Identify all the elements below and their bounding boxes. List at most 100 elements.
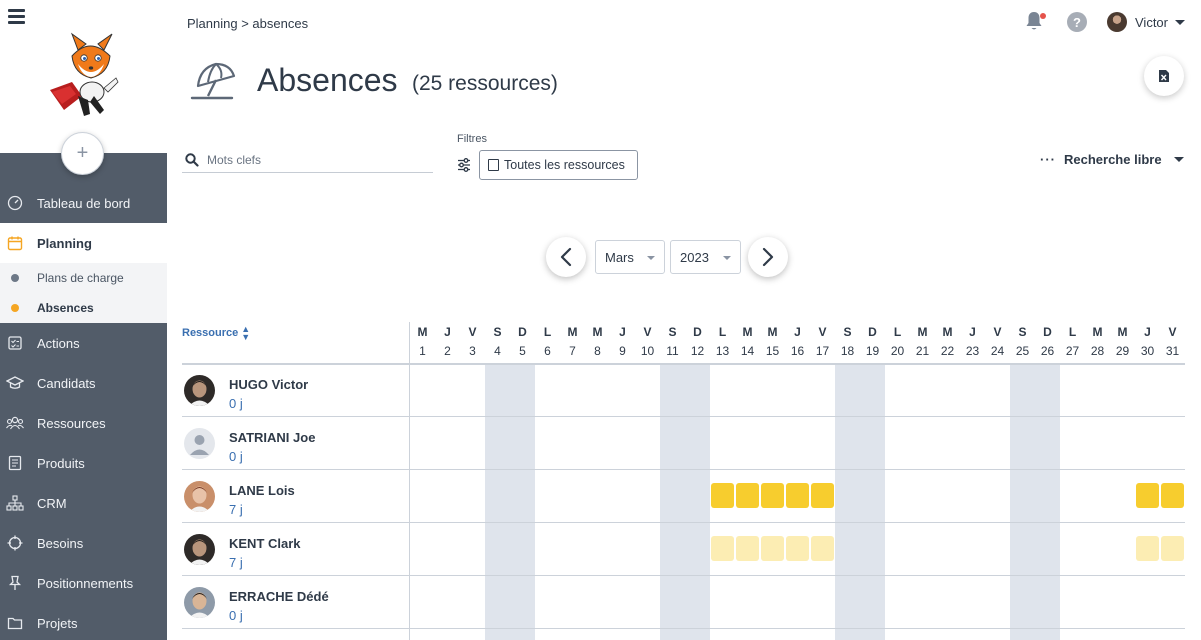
sidebar-item-crm[interactable]: CRM	[0, 483, 167, 523]
previous-month-button[interactable]	[546, 237, 586, 277]
resource-name[interactable]: LANE Lois	[229, 483, 295, 498]
day-number: 2	[444, 344, 451, 358]
day-header: D 26	[1035, 323, 1060, 361]
day-number: 31	[1165, 344, 1180, 358]
absence-cell[interactable]	[711, 483, 734, 508]
add-button[interactable]: +	[61, 132, 104, 175]
day-letter: J	[619, 325, 626, 339]
free-search-toggle[interactable]: ··· Recherche libre	[1040, 152, 1184, 167]
month-value: Mars	[605, 249, 634, 265]
next-month-button[interactable]	[748, 237, 788, 277]
day-header: V 31	[1160, 323, 1185, 361]
absence-day-count: 7 j	[229, 502, 243, 517]
user-menu[interactable]: Victor	[1107, 12, 1185, 32]
day-number: 30	[1140, 344, 1155, 358]
export-excel-button[interactable]	[1144, 56, 1184, 96]
day-letter: L	[543, 325, 552, 339]
weekend-column	[685, 364, 710, 640]
absence-cell[interactable]	[736, 483, 759, 508]
month-select[interactable]: Mars	[595, 240, 665, 274]
row-divider	[182, 415, 1185, 417]
sidebar-item-tableau-de-bord[interactable]: Tableau de bord	[0, 183, 167, 223]
day-letter: J	[444, 325, 451, 339]
day-letter: S	[493, 325, 502, 339]
resource-count: (25 ressources)	[412, 72, 558, 95]
weekend-column	[1010, 364, 1035, 640]
day-number: 4	[494, 344, 501, 358]
day-letter: M	[1117, 325, 1128, 339]
submenu-item-label: Absences	[37, 301, 94, 315]
hamburger-menu-icon[interactable]	[8, 9, 25, 24]
help-icon[interactable]: ?	[1067, 12, 1087, 32]
resource-name[interactable]: KENT Clark	[229, 536, 301, 551]
sidebar-item-ressources[interactable]: Ressources	[0, 403, 167, 443]
sidebar-item-planning[interactable]: Planning	[0, 223, 167, 263]
resource-name[interactable]: ERRACHE Dédé	[229, 589, 329, 604]
absence-cell[interactable]	[1161, 483, 1184, 508]
resource-column-header[interactable]: Ressource ▲ ▼	[182, 325, 250, 342]
pending-absence-cell[interactable]	[811, 536, 834, 561]
sidebar-item-besoins[interactable]: Besoins	[0, 523, 167, 563]
breadcrumb[interactable]: Planning > absences	[187, 16, 309, 31]
resource-name[interactable]: HUGO Victor	[229, 377, 309, 392]
sidebar-item-positionnements[interactable]: Positionnements	[0, 563, 167, 603]
pending-absence-cell[interactable]	[1161, 536, 1184, 561]
sidebar-item-label: Produits	[37, 455, 85, 471]
resources-filter-button[interactable]: Toutes les ressources	[479, 150, 638, 180]
absence-day-count: 0 j	[229, 449, 243, 464]
avatar	[1107, 12, 1127, 32]
weekend-column	[860, 364, 885, 640]
gauge-icon	[6, 194, 24, 212]
sidebar-item-produits[interactable]: Produits	[0, 443, 167, 483]
submenu-item-absences[interactable]: Absences	[0, 293, 167, 323]
table-row: LANE Lois 7 j	[182, 470, 1185, 523]
day-letter: V	[643, 325, 652, 339]
bullet-icon	[11, 304, 19, 312]
day-letter: S	[843, 325, 852, 339]
fox-mascot-logo	[50, 32, 119, 116]
pending-absence-cell[interactable]	[786, 536, 809, 561]
sidebar-item-label: Actions	[37, 335, 80, 351]
pending-absence-cell[interactable]	[736, 536, 759, 561]
planning-submenu: Plans de charge Absences	[0, 263, 167, 323]
sidebar-item-label: Candidats	[37, 375, 96, 391]
pending-absence-cell[interactable]	[1136, 536, 1159, 561]
day-header: M 15	[760, 323, 785, 361]
search-input[interactable]	[207, 153, 417, 167]
sidebar-item-projets[interactable]: Projets	[0, 603, 167, 640]
sidebar-item-actions[interactable]: Actions	[0, 323, 167, 363]
resource-name[interactable]: SATRIANI Joe	[229, 430, 316, 445]
submenu-item-plans-de-charge[interactable]: Plans de charge	[0, 263, 167, 293]
sliders-icon[interactable]	[457, 157, 471, 173]
weekend-column	[1035, 364, 1060, 640]
grid-header-border	[182, 363, 1185, 365]
avatar	[184, 428, 215, 459]
day-letter: J	[1144, 325, 1151, 339]
day-header: S 25	[1010, 323, 1035, 361]
year-select[interactable]: 2023	[670, 240, 741, 274]
row-divider	[182, 574, 1185, 576]
day-number: 7	[569, 344, 576, 358]
book-icon	[6, 454, 24, 472]
absence-cell[interactable]	[1136, 483, 1159, 508]
absence-day-count: 0 j	[229, 608, 243, 623]
notification-bell-icon[interactable]	[1025, 10, 1046, 34]
absence-cell[interactable]	[811, 483, 834, 508]
day-number: 18	[840, 344, 855, 358]
absence-cell[interactable]	[786, 483, 809, 508]
sidebar-item-candidats[interactable]: Candidats	[0, 363, 167, 403]
more-dots-icon: ···	[1040, 152, 1056, 167]
pending-absence-cell[interactable]	[711, 536, 734, 561]
avatar	[184, 375, 215, 406]
pending-absence-cell[interactable]	[761, 536, 784, 561]
day-number: 17	[815, 344, 830, 358]
day-number: 11	[666, 344, 679, 358]
user-name: Victor	[1135, 14, 1168, 30]
absence-cell[interactable]	[761, 483, 784, 508]
day-letter: D	[1043, 325, 1052, 339]
day-header: D 19	[860, 323, 885, 361]
day-header: L 13	[710, 323, 735, 361]
submenu-item-label: Plans de charge	[37, 271, 124, 285]
day-number: 28	[1090, 344, 1105, 358]
